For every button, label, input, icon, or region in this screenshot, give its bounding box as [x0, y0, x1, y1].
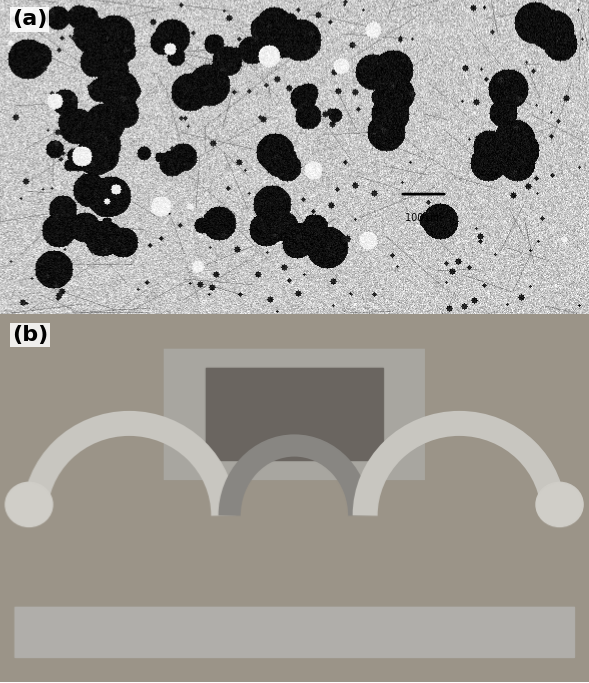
Text: (b): (b) — [12, 325, 48, 345]
Text: (a): (a) — [12, 10, 47, 29]
Text: 100 μm: 100 μm — [405, 213, 442, 223]
